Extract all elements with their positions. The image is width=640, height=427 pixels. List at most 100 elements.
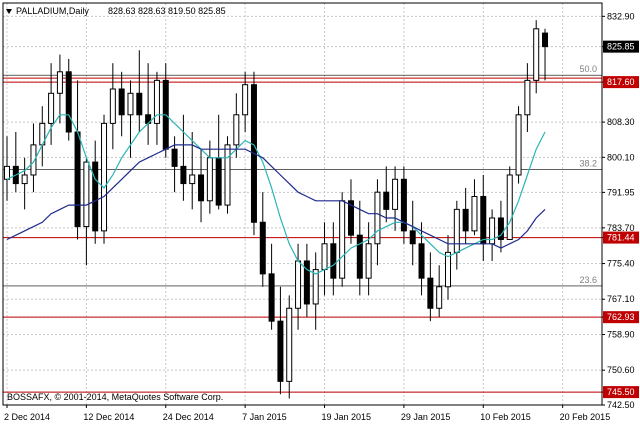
candle-bull	[339, 200, 346, 279]
candle-bull	[374, 191, 381, 245]
x-tick-label: 2 Dec 2014	[4, 412, 50, 422]
candle-bear	[427, 277, 434, 309]
x-axis: 2 Dec 2014 12 Dec 2014 24 Dec 2014 7 Jan 20…	[4, 405, 610, 422]
y-tick-label: 832.90	[607, 11, 635, 21]
candle-bull	[189, 174, 196, 185]
candle-bull	[515, 114, 522, 176]
copyright-text: BOSSAFX, © 2001-2014, MetaQuotes Softwar…	[7, 392, 223, 402]
moving-averages	[6, 114, 546, 275]
price-level-tag-label: 817.60	[607, 77, 635, 87]
x-tick-label: 10 Feb 2015	[480, 412, 531, 422]
candle-bear	[542, 32, 549, 48]
horizontal-levels	[3, 77, 602, 393]
chart-symbol: PALLADIUM,Daily	[16, 6, 89, 16]
candle-bull	[453, 208, 460, 253]
price-level-tag	[603, 311, 639, 324]
candle-bull	[56, 71, 63, 94]
price-level-tag	[603, 386, 639, 399]
chart-ohlc: 828.63 828.63 819.50 825.85	[108, 6, 226, 16]
fib-level-label: 50.0	[579, 64, 597, 74]
candle-bull	[206, 157, 213, 202]
candle-bull	[30, 144, 37, 176]
candle-bear	[418, 243, 425, 279]
candle-bear	[268, 273, 275, 322]
candle-bull	[471, 195, 478, 232]
candle-bear	[118, 88, 125, 116]
y-tick-label: 750.60	[607, 365, 635, 375]
candle-bull	[48, 92, 55, 124]
moving-average-slow	[6, 144, 546, 249]
candle-bull	[312, 269, 319, 305]
plot-border	[2, 2, 603, 406]
candle-bull	[101, 122, 108, 232]
candle-bull	[524, 79, 531, 116]
y-tick-label: 783.70	[607, 223, 635, 233]
candle-bear	[136, 92, 143, 116]
candle-bear	[400, 178, 407, 232]
y-tick-label: 758.90	[607, 329, 635, 339]
candle-bull	[436, 286, 443, 309]
current-price-label: 825.85	[607, 42, 635, 52]
candle-bear	[171, 148, 178, 167]
candle-bull	[533, 28, 540, 81]
candle-bear	[356, 234, 363, 279]
y-axis: 832.90 825.85 817.60 808.30 800.10 791.95 783.…	[602, 11, 639, 410]
y-tick-label: 808.30	[607, 117, 635, 127]
y-tick-label: 767.10	[607, 294, 635, 304]
candle-bull	[233, 114, 240, 146]
x-tick-label: 19 Jan 2015	[322, 412, 372, 422]
moving-average-fast	[6, 114, 546, 275]
candle-bull	[321, 243, 328, 271]
price-level-tag	[603, 231, 639, 244]
y-tick-label: 800.10	[607, 152, 635, 162]
candle-bear	[347, 200, 354, 236]
candle-bear	[277, 320, 284, 382]
candle-bear	[198, 174, 205, 202]
candle-bull	[506, 174, 513, 240]
candle-bull	[445, 251, 451, 288]
fib-level-label: 38.2	[579, 158, 597, 168]
candle-bear	[215, 157, 222, 206]
current-price-tag	[603, 40, 639, 53]
x-tick-label: 24 Dec 2014	[163, 412, 214, 422]
candle-bear	[462, 208, 469, 232]
chart-header: PALLADIUM,Daily 828.63 828.63 819.50 825…	[6, 6, 226, 16]
candle-bull	[224, 144, 231, 206]
y-tick-label: 775.40	[607, 259, 635, 269]
y-tick-label: 742.50	[607, 400, 635, 410]
candle-bear	[259, 221, 266, 275]
x-tick-label: 7 Jan 2015	[242, 412, 287, 422]
x-tick-label: 20 Feb 2015	[560, 412, 611, 422]
candle-bull	[295, 260, 302, 309]
candle-bull	[392, 178, 399, 210]
candle-bear	[303, 260, 310, 305]
candle-bear	[497, 217, 504, 240]
candle-bull	[109, 88, 116, 124]
fib-level-label: 23.6	[579, 275, 597, 285]
price-level-tag-label: 781.44	[607, 233, 635, 243]
candle-bear	[74, 131, 81, 228]
candle-bull	[83, 161, 90, 228]
chart-header-marker-icon	[6, 9, 12, 14]
x-tick-label: 29 Jan 2015	[401, 412, 451, 422]
candle-bear	[383, 191, 390, 210]
candle-bear	[480, 195, 487, 245]
candle-bull	[4, 165, 10, 180]
x-tick-label: 12 Dec 2014	[83, 412, 134, 422]
candle-bear	[180, 165, 187, 185]
candle-bear	[330, 243, 337, 279]
candle-bear	[409, 230, 416, 245]
price-level-tag	[603, 76, 639, 89]
candle-bull	[21, 174, 28, 185]
price-level-tag-label: 745.50	[607, 387, 635, 397]
candle-bear	[65, 71, 72, 133]
price-level-tag-label: 762.93	[607, 312, 635, 322]
candle-bull	[127, 92, 134, 116]
candle-bull	[153, 79, 160, 124]
candle-bull	[286, 307, 293, 382]
candle-bull	[365, 243, 372, 279]
candle-bear	[92, 161, 99, 232]
candle-bull	[242, 84, 249, 116]
y-tick-label: 791.95	[607, 187, 635, 197]
